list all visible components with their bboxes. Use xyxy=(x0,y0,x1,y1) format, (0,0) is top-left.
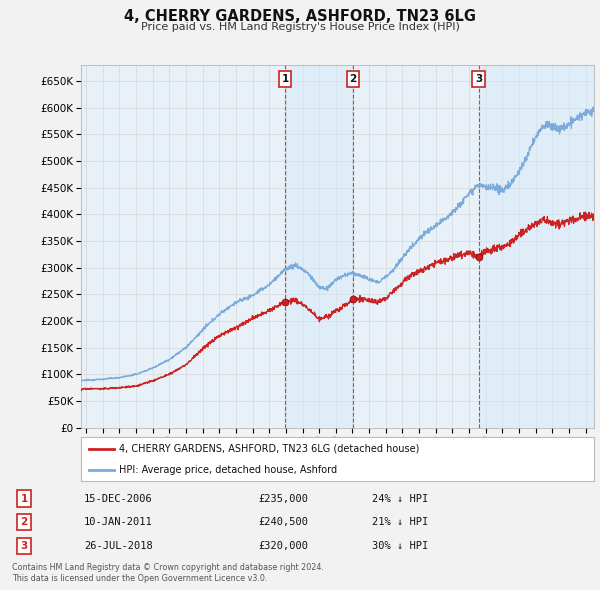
Text: 26-JUL-2018: 26-JUL-2018 xyxy=(84,541,153,550)
Text: Price paid vs. HM Land Registry's House Price Index (HPI): Price paid vs. HM Land Registry's House … xyxy=(140,22,460,32)
Text: 4, CHERRY GARDENS, ASHFORD, TN23 6LG: 4, CHERRY GARDENS, ASHFORD, TN23 6LG xyxy=(124,9,476,24)
Text: 1: 1 xyxy=(20,494,28,503)
Text: £240,500: £240,500 xyxy=(258,517,308,527)
Text: 1: 1 xyxy=(281,74,289,84)
Text: HPI: Average price, detached house, Ashford: HPI: Average price, detached house, Ashf… xyxy=(119,465,338,475)
Text: 21% ↓ HPI: 21% ↓ HPI xyxy=(372,517,428,527)
Text: £235,000: £235,000 xyxy=(258,494,308,503)
Text: 3: 3 xyxy=(475,74,482,84)
Text: This data is licensed under the Open Government Licence v3.0.: This data is licensed under the Open Gov… xyxy=(12,574,268,583)
Text: 2: 2 xyxy=(20,517,28,527)
Bar xyxy=(479,65,594,428)
Text: 15-DEC-2006: 15-DEC-2006 xyxy=(84,494,153,503)
Text: 10-JAN-2011: 10-JAN-2011 xyxy=(84,517,153,527)
Bar xyxy=(285,65,353,428)
Text: 3: 3 xyxy=(20,541,28,550)
Text: 30% ↓ HPI: 30% ↓ HPI xyxy=(372,541,428,550)
Text: 24% ↓ HPI: 24% ↓ HPI xyxy=(372,494,428,503)
Text: 4, CHERRY GARDENS, ASHFORD, TN23 6LG (detached house): 4, CHERRY GARDENS, ASHFORD, TN23 6LG (de… xyxy=(119,444,420,454)
Text: Contains HM Land Registry data © Crown copyright and database right 2024.: Contains HM Land Registry data © Crown c… xyxy=(12,563,324,572)
Text: £320,000: £320,000 xyxy=(258,541,308,550)
Text: 2: 2 xyxy=(349,74,356,84)
